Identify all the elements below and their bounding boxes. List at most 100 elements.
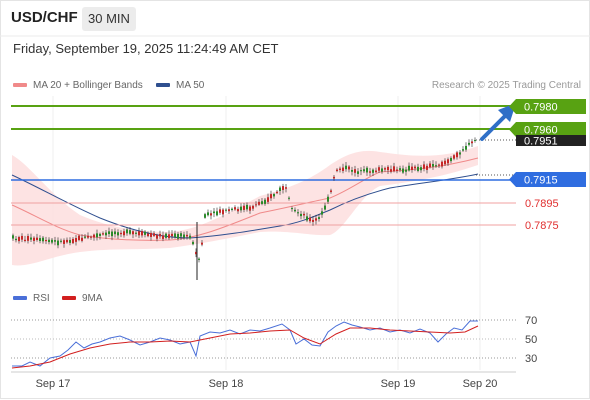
candle-body [243, 205, 245, 210]
candle-body [336, 169, 338, 172]
candle-body [159, 234, 161, 237]
candle-body [237, 209, 239, 212]
candle-body [141, 231, 143, 236]
candle-body [189, 235, 191, 239]
candle-body [51, 239, 53, 243]
candle-body [78, 235, 80, 241]
candle-body [117, 232, 119, 236]
candle-body [273, 194, 275, 197]
candle-body [384, 168, 386, 170]
candle-body [66, 239, 68, 243]
ma50-swatch-icon [156, 83, 170, 88]
x-label-sep18: Sep 18 [209, 378, 244, 390]
candle-body [378, 167, 380, 171]
candlesticks [12, 137, 476, 280]
candle-body [93, 234, 95, 238]
candle-body [363, 169, 365, 172]
candle-body [81, 237, 83, 241]
candle-body [72, 238, 74, 244]
candle-body [111, 231, 113, 237]
candle-body [246, 204, 248, 210]
candle-body [396, 169, 398, 171]
candle-body [207, 212, 209, 216]
legend-ma50: MA 50 [156, 80, 204, 91]
candle-body [312, 219, 314, 222]
rsi-tick-70: 70 [525, 315, 537, 327]
candle-body [339, 168, 341, 170]
candle-body [318, 217, 320, 219]
candle-body [123, 231, 125, 236]
candle-body [126, 229, 128, 234]
candle-body [369, 171, 371, 173]
candle-body [282, 186, 284, 190]
candle-body [306, 216, 308, 221]
candle-body [132, 231, 134, 235]
candle-body [21, 235, 23, 240]
candle-body [435, 165, 437, 167]
candle-body [315, 218, 317, 221]
candle-body [411, 166, 413, 170]
candle-body [108, 231, 110, 235]
9ma-line [11, 325, 479, 369]
candle-body [264, 199, 266, 204]
candle-body [474, 139, 476, 141]
candle-body [405, 169, 407, 172]
legend-ma20-label: MA 20 + Bollinger Bands [33, 80, 143, 91]
candle-body [420, 167, 422, 171]
candle-body [342, 167, 344, 171]
candle-body [216, 211, 218, 216]
candle-body [408, 165, 410, 171]
candle-body [381, 168, 383, 172]
candle-body [45, 239, 47, 242]
candle-body [249, 206, 251, 211]
candle-body [150, 232, 152, 237]
rsi-tick-30: 30 [525, 353, 537, 365]
candle-body [42, 237, 44, 242]
candle-body [156, 234, 158, 239]
instrument-title: USD/CHF [11, 9, 78, 26]
datetime-label: Friday, September 19, 2025 11:24:49 AM C… [13, 41, 279, 56]
x-label-sep19: Sep 19 [381, 378, 416, 390]
candle-body [96, 233, 98, 238]
rsi-tick-50: 50 [525, 334, 537, 346]
candle-body [183, 234, 185, 238]
candle-body [366, 167, 368, 173]
candle-body [252, 205, 254, 209]
candle-body [285, 187, 287, 189]
candle-body [417, 166, 419, 171]
candle-body [147, 233, 149, 237]
candle-body [276, 191, 278, 194]
level-label-2: 0.7951 [516, 135, 586, 148]
candle-body [99, 233, 101, 236]
candle-body [12, 235, 14, 239]
timeframe-button[interactable]: 30 MIN [82, 7, 136, 31]
candle-body [39, 238, 41, 241]
candle-body [27, 235, 29, 241]
candle-body [348, 166, 350, 170]
candle-body [390, 169, 392, 172]
candle-body [324, 205, 326, 210]
ma20-line [11, 157, 479, 241]
9ma-swatch-icon [62, 296, 76, 301]
rsi-panel: 70 50 30 [11, 315, 537, 369]
candle-body [75, 238, 77, 242]
candle-body [309, 217, 311, 222]
level-value-3: 0.7915 [524, 175, 558, 187]
candle-body [333, 176, 335, 179]
candle-body [357, 171, 359, 174]
candle-body [114, 231, 116, 235]
candle-body [33, 237, 35, 241]
candle-body [414, 166, 416, 169]
candle-body [297, 212, 299, 214]
x-label-sep17: Sep 17 [36, 378, 71, 390]
candle-body [171, 233, 173, 237]
candle-body [168, 234, 170, 239]
candle-body [444, 160, 446, 165]
candle-body [180, 233, 182, 237]
level-label-1: 0.7960 [509, 122, 586, 137]
candle-body [279, 187, 281, 191]
legend-9ma: 9MA [62, 293, 103, 304]
candle-body [432, 163, 434, 167]
candle-body [219, 209, 221, 213]
